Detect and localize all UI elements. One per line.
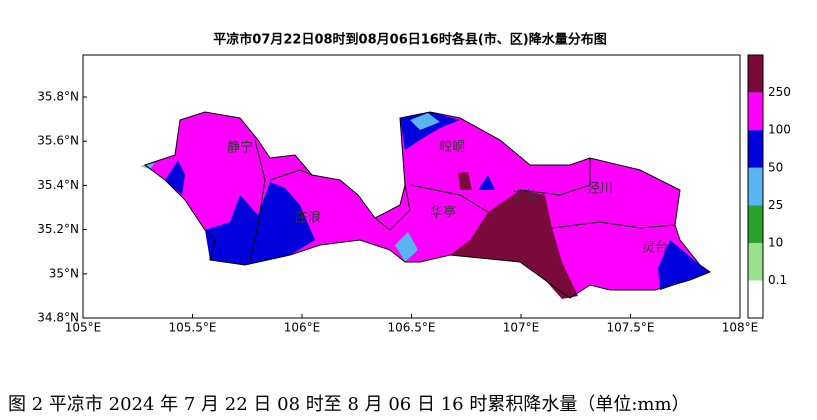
y-tick-label: 35.8°N: [37, 90, 79, 104]
colorbar-label: 25: [768, 198, 783, 212]
y-tick-label: 34.8°N: [37, 311, 79, 325]
y-tick-label: 35.4°N: [37, 178, 79, 192]
colorbar-label: 0.1: [768, 273, 787, 287]
colorbar: [747, 54, 764, 319]
y-tick-label: 35.6°N: [37, 134, 79, 148]
x-tick-label: 107.5°E: [607, 321, 655, 335]
y-tick-label: 35°N: [49, 266, 79, 280]
x-tick-label: 105.5°E: [169, 321, 217, 335]
x-tick-label: 105°E: [65, 321, 102, 335]
rainfall-map: [140, 111, 712, 299]
x-tick-label: 107°E: [503, 321, 540, 335]
county-label: 静宁: [227, 140, 253, 156]
y-tick-label: 35.2°N: [37, 222, 79, 236]
colorbar-label: 10: [768, 236, 783, 250]
caption: 图 2 平凉市 2024 年 7 月 22 日 08 时至 8 月 06 日 1…: [8, 394, 690, 415]
county-label: 崆峒: [439, 140, 465, 155]
x-tick-label: 106.5°E: [388, 321, 436, 335]
county-label: 华亭: [430, 205, 456, 221]
county-label: 庄浪: [295, 210, 321, 226]
map-title: 平凉市07月22日08时到08月06日16时各县(市、区)降水量分布图: [213, 32, 606, 48]
county-label: 泾川: [587, 182, 613, 197]
colorbar-label: 100: [768, 123, 791, 137]
x-tick-label: 108°E: [722, 321, 759, 335]
x-tick-label: 106°E: [284, 321, 321, 335]
colorbar-label: 50: [768, 160, 783, 174]
colorbar-label: 250: [768, 85, 791, 99]
county-label: 崇信: [512, 190, 538, 205]
county-label: 灵台: [642, 241, 668, 256]
